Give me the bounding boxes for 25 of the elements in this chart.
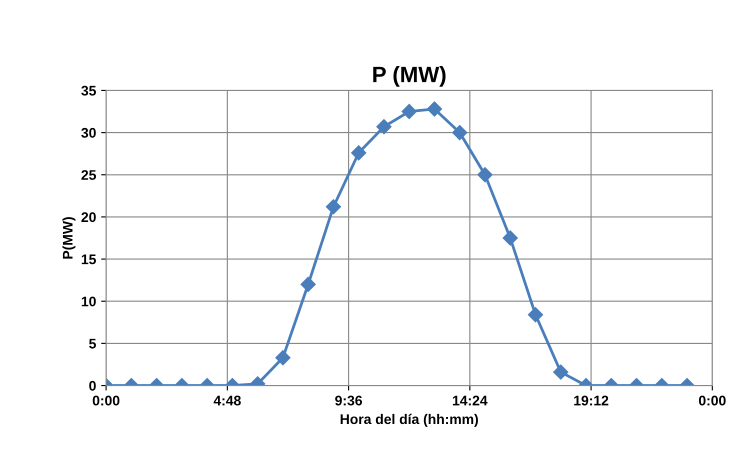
x-tick-label: 0:00 <box>92 396 120 406</box>
x-tick-label: 19:12 <box>574 396 608 406</box>
point <box>402 104 417 120</box>
x-tick-label: 4:48 <box>214 396 241 406</box>
point <box>351 145 366 160</box>
x-axis-title: Hora del día (hh:mm) <box>340 414 478 427</box>
y-tick-label: 35 <box>81 86 96 96</box>
x-tick-label: 9:36 <box>335 396 362 406</box>
point <box>376 119 392 134</box>
y-tick-label: 20 <box>81 212 96 222</box>
x-tick-label: 14:24 <box>452 396 488 406</box>
y-tick-label: 30 <box>81 128 96 138</box>
y-tick-label: 5 <box>89 338 96 349</box>
point <box>477 167 493 182</box>
y-tick-label: 0 <box>89 380 96 391</box>
point <box>502 230 518 246</box>
y-tick-label: 15 <box>82 254 96 264</box>
y-axis-title: P(MW) <box>62 217 76 259</box>
chart-title: P (MW) <box>373 66 446 87</box>
y-tick-label: 10 <box>82 296 96 306</box>
point <box>426 101 442 117</box>
point <box>326 199 342 214</box>
y-tick-label: 25 <box>81 170 96 180</box>
point <box>452 125 468 140</box>
x-tick-label: 0:00 <box>698 396 726 406</box>
